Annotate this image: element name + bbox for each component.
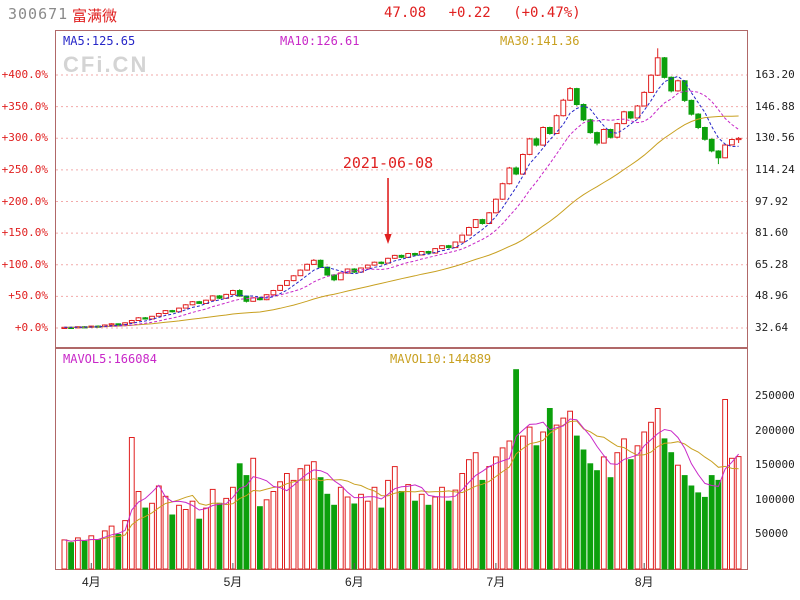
price-change-pct: (+0.47%) <box>513 5 581 21</box>
volume-tick: 150000 <box>755 458 795 472</box>
mavol5-label: MAVOL5:166084 <box>63 352 157 366</box>
volume-axis: 250000 200000 150000 100000 50000 <box>751 348 800 570</box>
price-tick: 48.96 <box>755 289 789 303</box>
ma30-line <box>64 115 739 328</box>
volume-chart[interactable] <box>55 348 748 570</box>
volume-chart-panel[interactable]: MAVOL5:166084 MAVOL10:144889 <box>55 348 748 570</box>
percent-tick: +250.0% <box>1 162 48 176</box>
price-tick: 130.56 <box>755 131 795 145</box>
percent-tick: +50.0% <box>8 289 48 303</box>
quote-header: 300671 富满微 47.08 +0.22 (+0.47%) <box>0 0 800 26</box>
price-tick: 32.64 <box>755 321 789 334</box>
stock-code: 300671 <box>8 5 69 23</box>
volume-bars <box>61 369 742 570</box>
price-tick: 97.92 <box>755 194 789 208</box>
mavol5-line <box>64 418 739 542</box>
last-price: 47.08 <box>384 5 427 21</box>
percent-tick: +400.0% <box>1 68 48 81</box>
candlestick-chart[interactable] <box>55 30 748 348</box>
price-panel-border <box>55 30 748 348</box>
month-label: 6月 <box>344 575 364 589</box>
price-tick: 146.88 <box>755 99 795 113</box>
month-label: 4月 <box>81 575 101 589</box>
percent-tick: +350.0% <box>1 99 48 113</box>
ma30-label: MA30:141.36 <box>500 34 580 48</box>
price-quote: 47.08 +0.22 (+0.47%) <box>384 5 595 21</box>
price-tick: 114.24 <box>755 162 795 176</box>
ma10-line <box>64 90 739 328</box>
ma5-label: MA5:125.65 <box>63 34 136 48</box>
volume-tick: 200000 <box>755 423 795 437</box>
volume-tick: 50000 <box>755 527 789 541</box>
grid-lines <box>56 74 747 329</box>
price-tick: 163.20 <box>755 68 795 81</box>
ma10-label: MA10:126.61 <box>280 34 360 48</box>
price-tick: 65.28 <box>755 257 789 271</box>
mavol10-label: MAVOL10:144889 <box>390 352 492 366</box>
month-label: 5月 <box>223 575 243 589</box>
percent-tick: +200.0% <box>1 194 48 208</box>
percent-tick: +0.0% <box>14 321 48 334</box>
percent-axis: +400.0% +350.0% +300.0% +250.0% +200.0% +150.… <box>0 30 52 348</box>
month-label: 7月 <box>486 575 506 589</box>
price-tick: 81.60 <box>755 226 789 240</box>
cfi-watermark: CFi.CN <box>63 52 149 77</box>
mavol10-line <box>64 420 739 542</box>
month-ticks <box>90 563 645 569</box>
candlesticks <box>61 48 742 329</box>
price-axis: 163.20 146.88 130.56 114.24 97.92 81.60 65.28 4… <box>751 30 800 348</box>
percent-tick: +100.0% <box>1 257 48 271</box>
volume-tick: 100000 <box>755 492 795 506</box>
stock-name: 富满微 <box>72 8 118 25</box>
price-chart-panel[interactable]: MA5:125.65 MA10:126.61 MA30:141.36 CFi.C… <box>55 30 748 348</box>
volume-tick: 250000 <box>755 389 795 402</box>
annotation-arrow <box>384 178 392 244</box>
time-axis: 4月 5月 6月 7月 8月 <box>55 573 748 589</box>
percent-tick: +300.0% <box>1 131 48 145</box>
percent-tick: +150.0% <box>1 226 48 240</box>
month-label: 8月 <box>634 575 654 589</box>
price-change: +0.22 <box>448 5 491 21</box>
